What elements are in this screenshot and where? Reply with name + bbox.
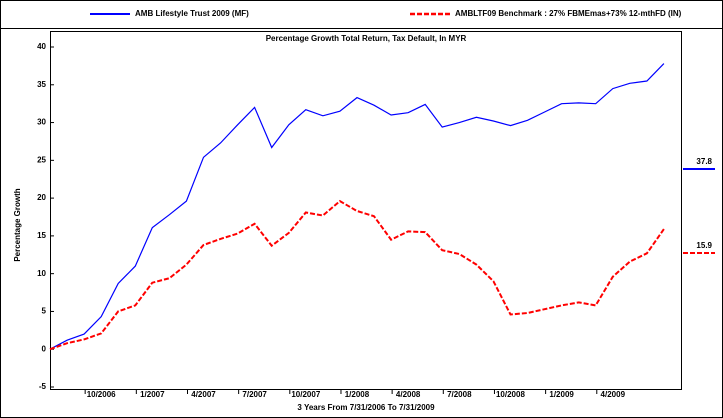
x-tick-label: 7/2007: [242, 390, 267, 399]
series-line: [49, 63, 665, 350]
y-tick-label: -5: [39, 382, 47, 391]
x-tick-label: 4/2009: [601, 390, 626, 399]
end-value-label: 15.9: [696, 241, 712, 250]
x-axis-label: 3 Years From 7/31/2006 To 7/31/2009: [297, 403, 435, 412]
y-axis-label: Percentage Growth: [13, 188, 22, 261]
x-tick-label: 4/2007: [191, 390, 216, 399]
end-value-label: 37.8: [696, 157, 712, 166]
x-tick-label: 10/2006: [87, 390, 116, 399]
x-tick-label: 1/2007: [140, 390, 165, 399]
x-tick-label: 4/2008: [396, 390, 421, 399]
legend-label: AMB Lifestyle Trust 2009 (MF): [135, 9, 249, 18]
x-tick-label: 1/2008: [345, 390, 370, 399]
legend-label: AMBLTF09 Benchmark : 27% FBMEmas+73% 12-…: [455, 9, 682, 18]
y-tick-label: 20: [37, 193, 46, 202]
y-tick-label: 25: [37, 155, 46, 164]
chart-title: Percentage Growth Total Return, Tax Defa…: [266, 34, 467, 43]
y-tick-label: 30: [37, 118, 46, 127]
y-tick-label: 0: [42, 344, 47, 353]
y-tick-label: 35: [37, 80, 46, 89]
y-tick-label: 15: [37, 231, 46, 240]
x-tick-label: 10/2008: [496, 390, 525, 399]
y-tick-label: 40: [37, 42, 46, 51]
plot-frame: [50, 31, 682, 390]
y-tick-label: 10: [37, 269, 46, 278]
series-line: [49, 199, 665, 351]
x-tick-label: 10/2007: [291, 390, 320, 399]
x-tick-label: 7/2008: [447, 390, 472, 399]
y-tick-label: 5: [42, 307, 47, 316]
x-tick-label: 1/2009: [549, 390, 574, 399]
